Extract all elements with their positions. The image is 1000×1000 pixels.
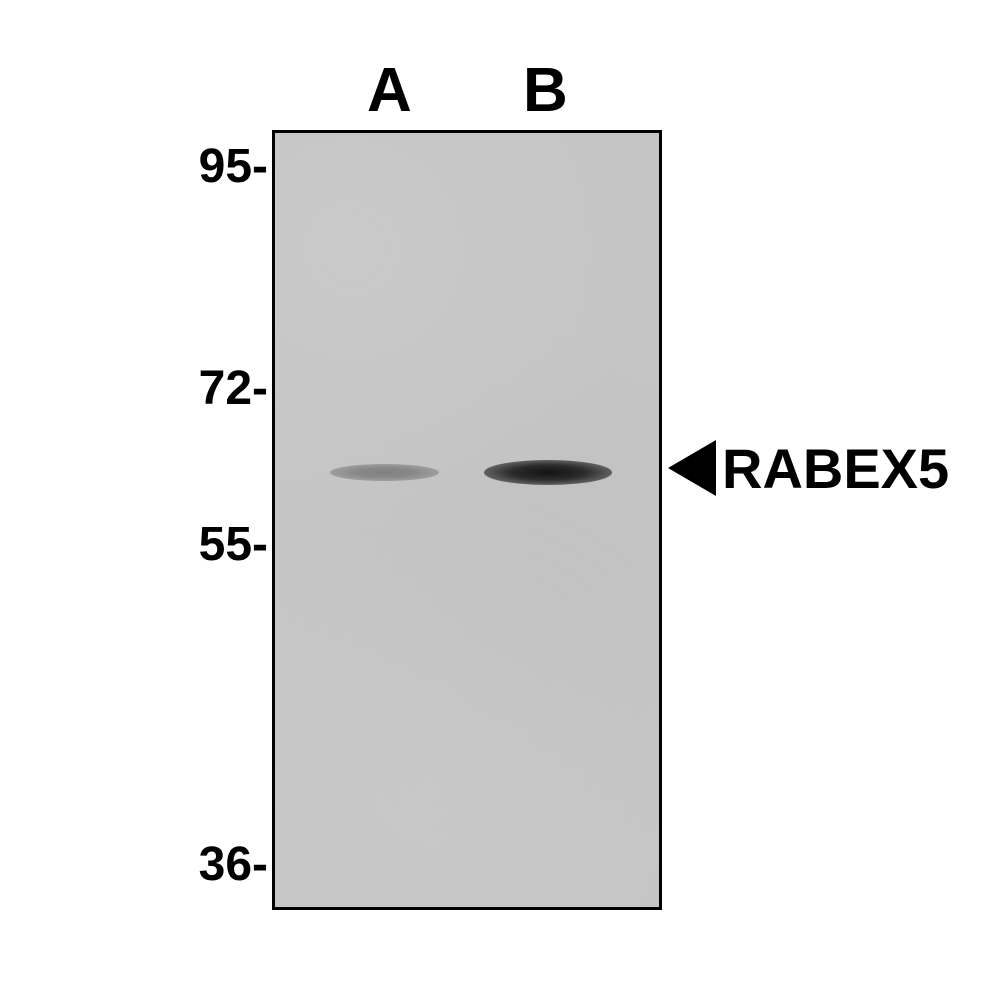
band-lane-b (484, 460, 613, 485)
mw-marker-2: 55- (199, 517, 268, 572)
lane-label-b: B (523, 55, 568, 126)
mw-marker-1: 72- (199, 361, 268, 416)
arrow-left-icon (668, 440, 716, 496)
mw-marker-0: 95- (199, 139, 268, 194)
mw-marker-3: 36- (199, 837, 268, 892)
protein-band-label: RABEX5 (668, 436, 949, 501)
blot-membrane (272, 130, 662, 910)
protein-label-text: RABEX5 (722, 436, 949, 501)
membrane-texture (275, 133, 659, 907)
lane-label-a: A (367, 55, 412, 126)
western-blot-figure: A B 95- 72- 55- 36- RABEX5 (0, 0, 1000, 1000)
band-lane-a (330, 464, 439, 481)
